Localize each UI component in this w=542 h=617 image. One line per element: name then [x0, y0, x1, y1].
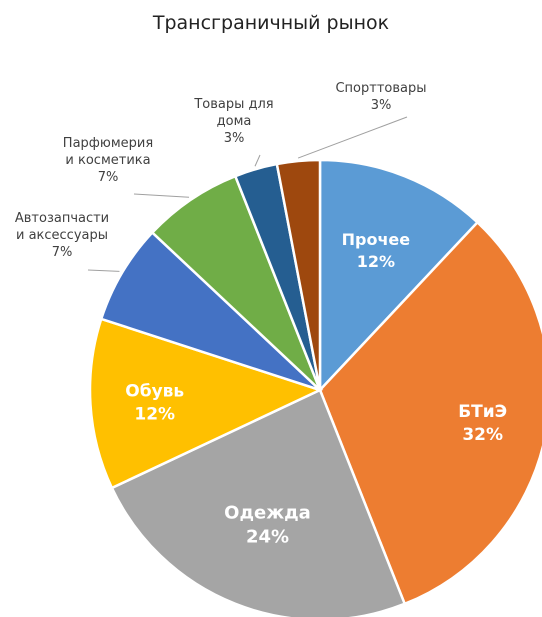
- slice-value-парфюмерия-и-косметика: 7%: [98, 170, 119, 185]
- slice-value-товары-для-дома: 3%: [224, 131, 245, 146]
- slice-label-парфюмерия-и-косметика: Парфюмерия: [63, 136, 153, 151]
- leader-line-спорттовары: [297, 116, 408, 159]
- slice-label-товары-для-дома: дома: [217, 114, 252, 129]
- slice-label-бтиэ: БТиЭ: [458, 402, 507, 422]
- pie-slice-автозапчасти-и-аксессуары: [99, 230, 321, 392]
- leader-line-парфюмерия-и-косметика: [133, 193, 190, 198]
- leader-line-автозапчасти-и-аксессуары: [87, 269, 120, 272]
- slice-value-обувь: 12%: [134, 404, 175, 424]
- slice-value-одежда: 24%: [246, 527, 289, 548]
- slice-label-одежда: Одежда: [224, 503, 311, 524]
- slice-value-бтиэ: 32%: [462, 425, 503, 445]
- chart-title: Трансграничный рынок: [152, 12, 390, 34]
- pie-slice-бтиэ: [318, 220, 542, 606]
- pie-slice-спорттовары: [275, 158, 322, 391]
- slice-label-спорттовары: Спорттовары: [335, 81, 426, 96]
- leader-line-товары-для-дома: [254, 154, 261, 167]
- pie-slice-одежда: [110, 388, 407, 617]
- slice-label-товары-для-дома: Товары для: [193, 97, 273, 112]
- slice-label-обувь: Обувь: [125, 381, 184, 401]
- slice-label-автозапчасти-и-аксессуары: Автозапчасти: [15, 211, 109, 226]
- pie-slice-парфюмерия-и-косметика: [150, 174, 322, 391]
- slice-label-парфюмерия-и-косметика: и косметика: [65, 153, 150, 168]
- slice-value-спорттовары: 3%: [371, 98, 392, 113]
- slice-value-автозапчасти-и-аксессуары: 7%: [52, 245, 73, 260]
- pie-slice-прочее: [318, 158, 480, 394]
- pie-slice-обувь: [88, 317, 324, 490]
- slice-label-автозапчасти-и-аксессуары: и аксессуары: [16, 228, 108, 243]
- slice-label-прочее: Прочее: [342, 230, 411, 249]
- slice-value-прочее: 12%: [357, 252, 395, 271]
